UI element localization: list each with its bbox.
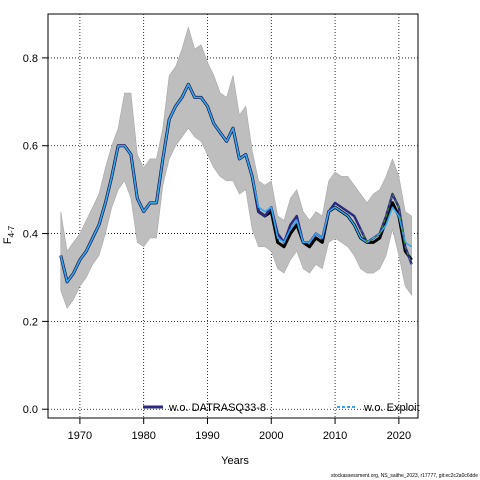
series-line-exploit [59,83,413,283]
x-tick-label: 1980 [131,430,155,442]
series-line-tail-dash [360,192,413,265]
y-axis-title-main: F [2,237,14,244]
x-tick-label: 2000 [259,430,283,442]
legend-datras-label: w.o. DATRASQ33-8 [168,402,266,414]
y-tick-label: 0.6 [23,141,38,153]
legend-exploit-label: w.o. Exploit [363,402,420,414]
y-tick-label: 0.2 [23,316,38,328]
y-axis-title-sub: 4-7 [7,225,16,237]
x-axis-title: Years [221,455,249,467]
footnote: stockassessment.org, NS_saithe_2023, r17… [331,473,478,479]
series-lines [59,82,413,284]
x-tick-label: 2020 [387,430,411,442]
y-axis: 0.0 0.2 0.4 0.6 0.8 [23,53,48,416]
x-tick-label: 1990 [195,430,219,442]
legend: w.o. DATRASQ33-8 w.o. Exploit [143,402,420,414]
x-axis: 1970 1980 1990 2000 2010 2020 [68,417,411,442]
y-axis-title: F4-7 [2,225,16,244]
x-tick-label: 2010 [323,430,347,442]
y-tick-label: 0.8 [23,53,38,65]
y-tick-label: 0.0 [23,404,38,416]
x-tick-label: 1970 [68,430,92,442]
y-tick-label: 0.4 [23,229,38,241]
